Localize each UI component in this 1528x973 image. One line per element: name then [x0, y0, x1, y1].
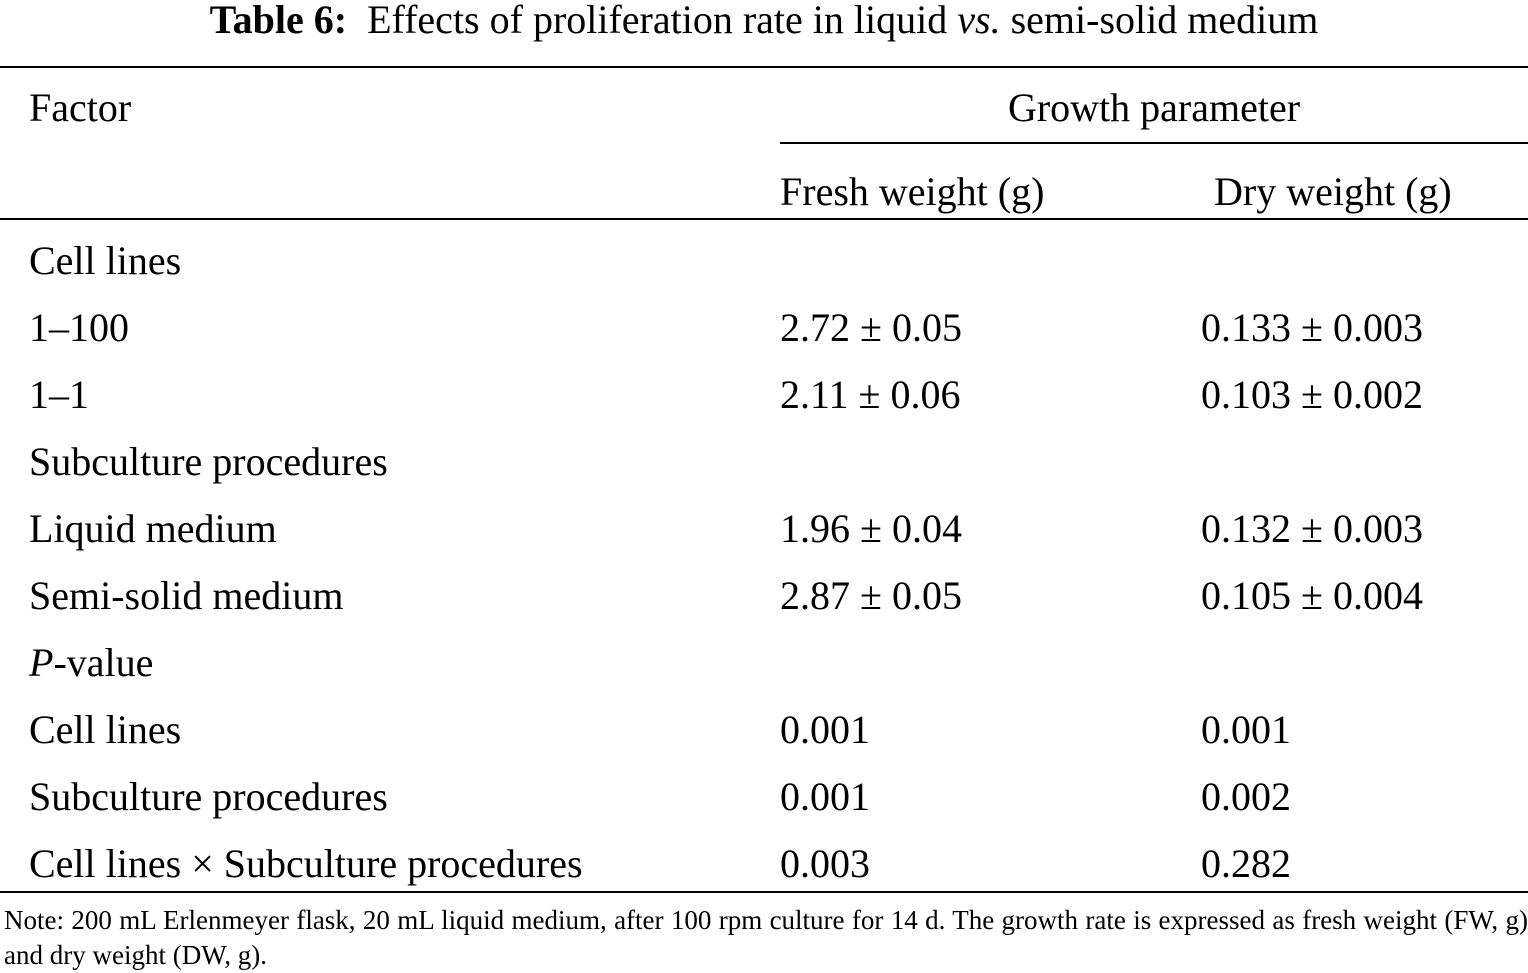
- row-fresh-weight: 1.96 ± 0.04: [780, 506, 962, 551]
- row-factor: Semi-solid medium: [29, 573, 344, 618]
- row-factor: Cell lines: [29, 707, 182, 752]
- table-note: Note: 200 mL Erlenmeyer flask, 20 mL liq…: [4, 905, 1528, 970]
- row-dry-weight: 0.132 ± 0.003: [1201, 506, 1423, 551]
- row-fresh-weight: 0.001: [780, 707, 870, 752]
- row-fresh-weight: 0.003: [780, 841, 870, 886]
- header-factor: Factor: [29, 85, 132, 130]
- caption-text-end: semi-solid medium: [1010, 0, 1319, 42]
- p-value-suffix: -value: [53, 640, 154, 685]
- row-dry-weight: 0.001: [1201, 707, 1291, 752]
- row-fresh-weight: 0.001: [780, 774, 870, 819]
- row-factor: 1–100: [29, 305, 129, 350]
- header-rule: [0, 218, 1528, 220]
- table-caption: Table 6: Effects of proliferation rate i…: [0, 0, 1528, 40]
- caption-italic: vs.: [957, 0, 1001, 42]
- row-dry-weight: 0.105 ± 0.004: [1201, 573, 1423, 618]
- table-label: Table 6:: [209, 0, 348, 42]
- row-fresh-weight: 2.87 ± 0.05: [780, 573, 962, 618]
- header-dry-weight: Dry weight (g): [1214, 169, 1452, 214]
- top-rule: [0, 66, 1528, 68]
- row-factor: Subculture procedures: [29, 774, 388, 819]
- row-factor: Liquid medium: [29, 506, 277, 551]
- row-fresh-weight: 2.11 ± 0.06: [780, 372, 961, 417]
- caption-text: Effects of proliferation rate in liquid: [367, 0, 948, 42]
- header-fresh-weight: Fresh weight (g): [780, 169, 1045, 214]
- column-group-rule: [780, 142, 1528, 144]
- row-dry-weight: 0.002: [1201, 774, 1291, 819]
- row-dry-weight: 0.133 ± 0.003: [1201, 305, 1423, 350]
- row-fresh-weight: 2.72 ± 0.05: [780, 305, 962, 350]
- header-growth-parameter: Growth parameter: [1007, 85, 1301, 130]
- row-factor-p-value: P-value: [29, 641, 153, 685]
- row-dry-weight: 0.282: [1201, 841, 1291, 886]
- row-factor: 1–1: [29, 372, 89, 417]
- row-dry-weight: 0.103 ± 0.002: [1201, 372, 1423, 417]
- bottom-rule: [0, 891, 1528, 893]
- row-factor: Subculture procedures: [29, 439, 388, 484]
- row-factor: Cell lines × Subculture procedures: [29, 841, 583, 886]
- row-factor: Cell lines: [29, 238, 182, 283]
- p-italic: P: [29, 640, 54, 685]
